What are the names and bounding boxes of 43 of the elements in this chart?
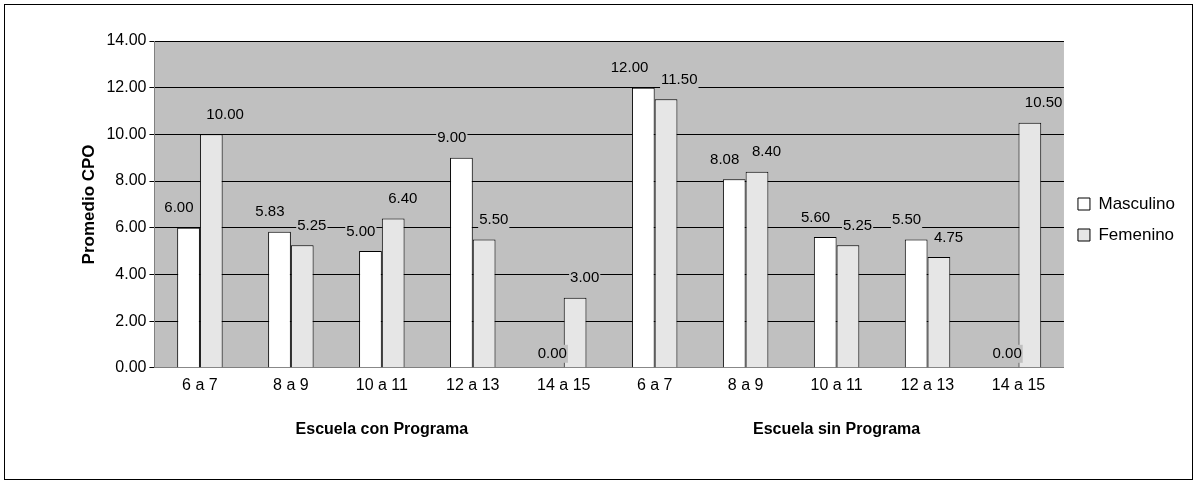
x-tick-label: 6 a 7 xyxy=(182,375,218,393)
data-label: 8.40 xyxy=(752,142,782,160)
x-tick-label: 8 a 9 xyxy=(727,375,764,393)
data-label: 0.00 xyxy=(537,344,567,362)
y-tick-label: 4.00 xyxy=(115,264,147,282)
data-label: 5.60 xyxy=(801,207,831,225)
data-label: 10.50 xyxy=(1024,93,1063,111)
text: Escuela sin Programa xyxy=(752,420,921,438)
x-tick-label: 10 a 11 xyxy=(355,375,409,393)
data-label: 5.83 xyxy=(255,202,285,220)
x-tick-label: 12 a 13 xyxy=(900,375,955,393)
text: Escuela con Programa xyxy=(295,420,469,438)
x-tick-label: 12 a 13 xyxy=(446,375,500,393)
x-tick-label: 14 a 15 xyxy=(991,375,1046,393)
data-label: 5.50 xyxy=(479,210,509,228)
data-label: 5.25 xyxy=(842,215,873,233)
x-tick-label: 14 a 15 xyxy=(537,375,591,393)
x-tick-label: 8 a 9 xyxy=(273,375,309,393)
y-tick-label: 10.00 xyxy=(106,124,147,142)
y-tick-label: 2.00 xyxy=(115,311,147,329)
data-label: 12.00 xyxy=(610,58,649,76)
data-label: 5.25 xyxy=(297,215,327,233)
y-axis-title: Promedio CPO xyxy=(78,144,98,265)
legend-label: Masculino xyxy=(1098,193,1176,213)
x-tick-label: 6 a 7 xyxy=(636,375,673,393)
data-label: 6.40 xyxy=(388,189,418,207)
data-label: 8.08 xyxy=(710,149,740,167)
data-label: 6.00 xyxy=(164,198,194,216)
data-label: 5.50 xyxy=(891,210,922,228)
data-label: 11.50 xyxy=(661,70,698,87)
data-label: 3.00 xyxy=(570,268,600,286)
x-tick-label: 10 a 11 xyxy=(810,375,863,393)
data-label: 4.75 xyxy=(933,227,964,245)
data-label: 0.00 xyxy=(992,344,1022,362)
y-tick-label: 6.00 xyxy=(115,218,147,236)
y-tick-label: 0.00 xyxy=(115,358,147,376)
data-label: 9.00 xyxy=(437,128,467,146)
y-tick-label: 12.00 xyxy=(106,78,147,96)
y-tick-label: 8.00 xyxy=(115,171,147,189)
data-label: 5.00 xyxy=(346,221,376,239)
legend-label: Femenino xyxy=(1098,224,1175,244)
data-label: 10.00 xyxy=(206,105,244,123)
y-tick-label: 14.00 xyxy=(106,31,147,49)
